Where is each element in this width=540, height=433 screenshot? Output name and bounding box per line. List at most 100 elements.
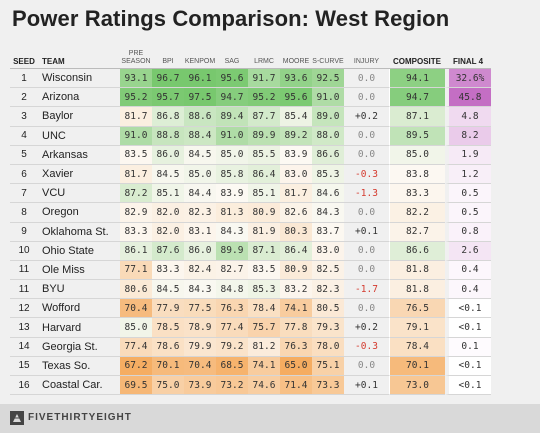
lrmc-cell: 74.6 bbox=[248, 376, 280, 396]
header-row: SEED TEAM PRE SEASON BPI KENPOM SAG LRMC… bbox=[10, 46, 491, 69]
seed-cell: 10 bbox=[10, 242, 38, 261]
table-row: 2 Arizona 95.2 95.7 97.5 94.7 95.2 95.6 91.0 0.0 9… bbox=[10, 88, 491, 108]
kenpom-cell: 84.4 bbox=[184, 184, 216, 204]
final4-cell: 1.9 bbox=[445, 145, 491, 165]
composite-cell: 70.1 bbox=[389, 356, 445, 376]
seed-cell: 8 bbox=[10, 203, 38, 223]
bpi-cell: 82.0 bbox=[152, 222, 184, 242]
injury-cell: 0.0 bbox=[344, 242, 389, 261]
final4-cell: 0.5 bbox=[445, 184, 491, 204]
final4-cell: 45.8 bbox=[445, 88, 491, 108]
kenpom-cell: 77.5 bbox=[184, 299, 216, 319]
final4-cell: 32.6% bbox=[445, 69, 491, 89]
composite-cell: 79.1 bbox=[389, 318, 445, 338]
table-row: 8 Oregon 82.9 82.0 82.3 81.3 80.9 82.6 84.3 0.0 82… bbox=[10, 203, 491, 223]
preseason-cell: 87.2 bbox=[120, 184, 152, 204]
composite-cell: 81.8 bbox=[389, 260, 445, 281]
chart-title: Power Ratings Comparison: West Region bbox=[12, 6, 450, 31]
team-cell: Arizona bbox=[38, 88, 120, 108]
table-row: 9 Oklahoma St. 83.3 82.0 83.1 84.3 81.9 80.3 83.… bbox=[10, 222, 491, 242]
lrmc-cell: 85.1 bbox=[248, 184, 280, 204]
seed-cell: 1 bbox=[10, 69, 38, 89]
team-cell: Ohio State bbox=[38, 242, 120, 261]
sag-cell: 85.0 bbox=[216, 145, 248, 165]
table-row: 15 Texas So. 67.2 70.1 70.4 68.5 74.1 65.0 75.1 0… bbox=[10, 356, 491, 376]
seed-cell: 3 bbox=[10, 107, 38, 127]
moore-cell: 80.9 bbox=[280, 260, 312, 281]
bpi-cell: 70.1 bbox=[152, 356, 184, 376]
lrmc-cell: 89.9 bbox=[248, 126, 280, 146]
sag-cell: 85.8 bbox=[216, 164, 248, 185]
kenpom-cell: 78.9 bbox=[184, 318, 216, 338]
injury-cell: +0.1 bbox=[344, 223, 389, 242]
preseason-cell: 69.5 bbox=[120, 376, 152, 396]
scurve-cell: 75.1 bbox=[312, 356, 344, 376]
table-row: 1 Wisconsin 93.1 96.7 96.1 95.6 91.7 93.6 92.5 0.… bbox=[10, 69, 491, 89]
kenpom-cell: 88.4 bbox=[184, 126, 216, 146]
seed-cell: 5 bbox=[10, 146, 38, 165]
injury-cell: +0.2 bbox=[344, 318, 389, 338]
scurve-header: S-CURVE bbox=[312, 46, 344, 69]
bpi-cell: 86.0 bbox=[152, 145, 184, 165]
sag-cell: 84.8 bbox=[216, 280, 248, 300]
bpi-cell: 84.5 bbox=[152, 164, 184, 185]
sag-cell: 95.6 bbox=[216, 69, 248, 89]
final4-cell: 4.8 bbox=[445, 107, 491, 127]
composite-cell: 89.5 bbox=[389, 126, 445, 146]
preseason-cell: 83.3 bbox=[120, 222, 152, 242]
team-cell: Harvard bbox=[38, 318, 120, 338]
scurve-cell: 85.3 bbox=[312, 164, 344, 185]
scurve-cell: 84.6 bbox=[312, 184, 344, 204]
team-cell: Wofford bbox=[38, 299, 120, 319]
moore-cell: 89.2 bbox=[280, 126, 312, 146]
kenpom-cell: 83.1 bbox=[184, 222, 216, 242]
injury-cell: 0.0 bbox=[344, 127, 389, 146]
table-row: 11 BYU 80.6 84.5 84.3 84.8 85.3 83.2 82.3 -1.7 81.… bbox=[10, 280, 491, 300]
preseason-cell: 93.1 bbox=[120, 69, 152, 89]
kenpom-cell: 73.9 bbox=[184, 376, 216, 396]
scurve-cell: 83.0 bbox=[312, 241, 344, 261]
composite-cell: 73.0 bbox=[389, 376, 445, 396]
composite-cell: 82.7 bbox=[389, 222, 445, 242]
preseason-cell: 80.6 bbox=[120, 280, 152, 300]
lrmc-cell: 83.5 bbox=[248, 260, 280, 281]
moore-header: MOORE bbox=[280, 46, 312, 69]
bpi-cell: 78.5 bbox=[152, 318, 184, 338]
injury-cell: -1.3 bbox=[344, 184, 389, 204]
team-cell: VCU bbox=[38, 184, 120, 204]
sag-header: SAG bbox=[216, 46, 248, 69]
team-cell: Coastal Car. bbox=[38, 376, 120, 396]
moore-cell: 82.6 bbox=[280, 203, 312, 223]
preseason-cell: 81.7 bbox=[120, 164, 152, 185]
lrmc-cell: 86.4 bbox=[248, 164, 280, 185]
table-row: 5 Arkansas 83.5 86.0 84.5 85.0 85.5 83.9 86.6 0.0… bbox=[10, 145, 491, 165]
moore-cell: 83.2 bbox=[280, 280, 312, 300]
injury-cell: 0.0 bbox=[344, 88, 389, 108]
table-row: 16 Coastal Car. 69.5 75.0 73.9 73.2 74.6 71.4 73… bbox=[10, 376, 491, 396]
sag-cell: 79.2 bbox=[216, 337, 248, 357]
preseason-cell: 77.1 bbox=[120, 260, 152, 281]
composite-cell: 86.6 bbox=[389, 241, 445, 261]
sag-cell: 68.5 bbox=[216, 356, 248, 376]
preseason-cell: 95.2 bbox=[120, 88, 152, 108]
fivethirtyeight-logo-icon bbox=[10, 411, 24, 425]
lrmc-cell: 81.2 bbox=[248, 337, 280, 357]
composite-cell: 94.1 bbox=[389, 69, 445, 89]
seed-cell: 15 bbox=[10, 357, 38, 376]
final4-cell: <0.1 bbox=[445, 318, 491, 338]
lrmc-cell: 78.4 bbox=[248, 299, 280, 319]
scurve-cell: 91.0 bbox=[312, 88, 344, 108]
team-cell: Arkansas bbox=[38, 146, 120, 165]
injury-cell: 0.0 bbox=[344, 357, 389, 376]
final4-cell: 0.8 bbox=[445, 222, 491, 242]
seed-cell: 6 bbox=[10, 165, 38, 185]
ratings-table: SEED TEAM PRE SEASON BPI KENPOM SAG LRMC… bbox=[10, 46, 491, 396]
kenpom-cell: 86.0 bbox=[184, 241, 216, 261]
moore-cell: 65.0 bbox=[280, 356, 312, 376]
final4-cell: 8.2 bbox=[445, 126, 491, 146]
injury-cell: 0.0 bbox=[344, 299, 389, 319]
team-cell: Ole Miss bbox=[38, 261, 120, 281]
team-cell: Oklahoma St. bbox=[38, 223, 120, 242]
table-row: 6 Xavier 81.7 84.5 85.0 85.8 86.4 83.0 85.3 -0.3 8… bbox=[10, 164, 491, 185]
kenpom-cell: 82.3 bbox=[184, 203, 216, 223]
